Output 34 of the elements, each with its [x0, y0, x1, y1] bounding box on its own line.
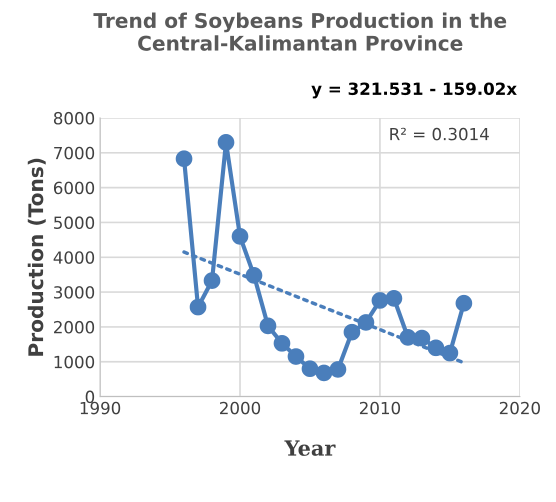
point	[302, 360, 318, 378]
point	[344, 324, 360, 340]
point	[190, 298, 206, 316]
point	[204, 272, 220, 289]
point	[386, 290, 402, 307]
point	[232, 228, 248, 245]
point	[288, 348, 304, 365]
x-tick-label: 2000	[220, 402, 260, 414]
point	[274, 334, 290, 352]
point	[218, 134, 234, 151]
chart-title: Trend of Soybeans Production in the Central-Kalimantan Province	[93, 12, 506, 51]
y-tick-label: 0	[86, 390, 94, 404]
annotation: R² = 0.3014	[390, 128, 489, 140]
point	[372, 292, 388, 309]
point	[456, 294, 472, 312]
y-tick-label: 7000	[54, 146, 94, 160]
y-tick-label: 1000	[54, 356, 94, 368]
x-tick-label: 2010	[360, 402, 400, 414]
y-axis-title: Production (Tons)	[28, 158, 46, 356]
y-tick-label: 4000	[54, 251, 94, 264]
point	[260, 318, 276, 334]
x-axis-title: Year	[284, 440, 336, 456]
y-tick-label: 8000	[54, 112, 94, 125]
y-tick-label: 2000	[54, 320, 94, 334]
point	[316, 364, 332, 382]
y-tick-label: 6000	[54, 182, 94, 194]
point	[414, 330, 430, 346]
y-tick-label: 3000	[54, 286, 94, 299]
point	[330, 361, 346, 378]
x-tick-label: 2020	[500, 402, 540, 414]
point	[176, 150, 192, 168]
x-tick-label: 1990	[80, 402, 120, 414]
text: y = 321.531 - 159.02x	[311, 82, 517, 98]
y-tick-label: 5000	[54, 216, 94, 230]
